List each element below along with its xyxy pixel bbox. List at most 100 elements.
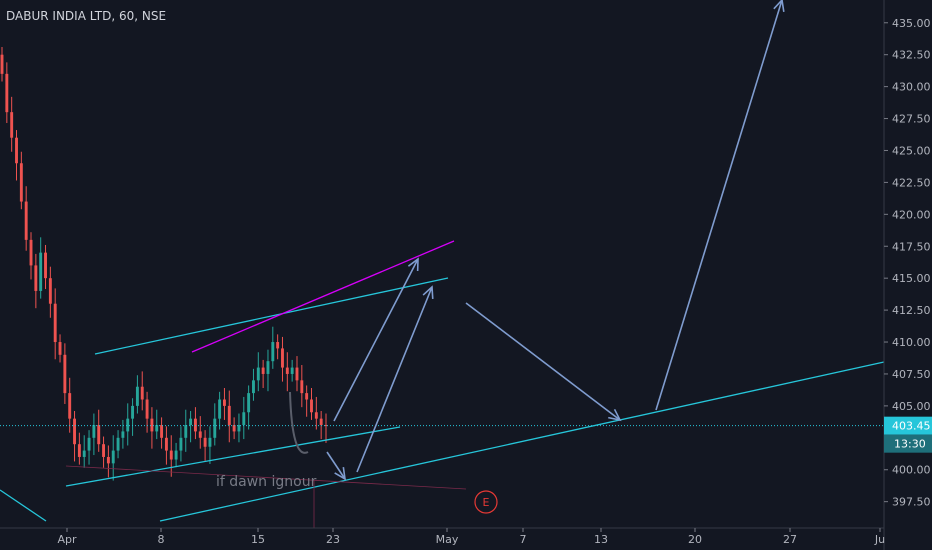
candle-body	[281, 348, 284, 368]
time-axis-label: 8	[158, 533, 165, 546]
curve-sketch	[289, 391, 309, 454]
channel-upper-line	[94, 277, 449, 355]
countdown-label: 13:30	[894, 438, 926, 451]
time-axis-label: 7	[520, 533, 527, 546]
price-axis-label: 410.00	[892, 336, 931, 349]
candle-body	[261, 367, 265, 374]
candle-body	[53, 303, 57, 343]
price-axis-label: 405.00	[892, 400, 931, 413]
candle-body	[295, 367, 299, 381]
price-axis-label: 430.00	[892, 81, 931, 94]
candle-body	[213, 418, 217, 438]
candle-body	[10, 112, 14, 138]
current-price-tag	[884, 416, 932, 435]
price-axis-label: 412.50	[892, 304, 931, 317]
candle-body	[111, 450, 115, 464]
time-axis-label: 23	[326, 533, 340, 546]
price-axis-label: 420.00	[892, 208, 931, 221]
price-axis-label: 415.00	[892, 272, 931, 285]
price-axis-label: 435.00	[892, 17, 931, 30]
candle-body	[227, 405, 231, 426]
down-arrow-long-head	[608, 408, 622, 422]
candle-body	[116, 437, 120, 451]
countdown-tag	[884, 434, 932, 453]
candle-body	[242, 412, 246, 426]
candle-body	[218, 399, 222, 419]
candle-body	[44, 252, 47, 279]
candle-body	[252, 380, 255, 394]
candle-body	[203, 437, 207, 447]
candle-body	[271, 342, 275, 362]
price-axis-label: 427.50	[892, 113, 931, 126]
candle-body	[68, 393, 72, 419]
down-arrow-long	[465, 302, 621, 421]
candle-body	[102, 444, 106, 457]
candle-body	[266, 361, 270, 374]
candle-body	[276, 342, 280, 349]
candle-body	[106, 456, 110, 464]
candle-body	[77, 444, 81, 457]
candle-body	[164, 437, 168, 451]
candle-body	[97, 425, 101, 445]
down-arrow-short-head	[334, 467, 347, 481]
candle-body	[155, 425, 159, 432]
annotation-note: if dawn ignour	[216, 474, 317, 490]
up-arrow-right-head	[422, 285, 434, 300]
up-arrow-long-head	[773, 0, 785, 12]
candle-body	[160, 425, 164, 438]
candle-body	[24, 201, 28, 240]
candle-body	[145, 399, 149, 419]
price-axis-label: 417.50	[892, 240, 931, 253]
event-marker-circle	[474, 490, 498, 514]
candle-body	[92, 425, 96, 438]
drawings-layer: if dawn ignour E	[0, 0, 885, 528]
long-support-line	[159, 361, 885, 522]
candle-body	[247, 393, 251, 413]
up-arrow-left-head	[407, 257, 419, 272]
candle-body	[126, 418, 130, 432]
candle-body	[0, 54, 4, 74]
candle-body	[193, 418, 197, 432]
candle-body	[232, 425, 236, 432]
price-axis-label: 407.50	[892, 368, 931, 381]
candle-body	[15, 137, 18, 164]
candle-body	[82, 450, 86, 457]
candle-body	[324, 425, 328, 427]
time-axis-label: May	[436, 533, 459, 546]
candle-body	[135, 386, 139, 406]
resistance-line	[191, 240, 455, 353]
candle-body	[174, 450, 178, 460]
current-price-label: 403.45	[892, 420, 931, 433]
candle-body	[237, 425, 241, 432]
candle-body	[48, 278, 52, 304]
candle-body	[73, 418, 76, 445]
candle-body	[189, 418, 193, 426]
candle-body	[179, 437, 183, 451]
candle-body	[5, 73, 9, 113]
candle-body	[310, 399, 313, 413]
price-axis-label: 400.00	[892, 464, 931, 477]
candle-body	[319, 418, 323, 426]
time-axis-label: 13	[594, 533, 608, 546]
candle-body	[208, 437, 212, 447]
dotted-reference-line	[65, 465, 467, 490]
price-axis-label: 425.00	[892, 144, 931, 157]
candle-body	[63, 354, 67, 394]
candle-body	[198, 431, 202, 438]
candle-body	[39, 252, 43, 291]
candle-body	[131, 405, 135, 419]
candle-body	[58, 342, 62, 355]
price-axis-label: 422.50	[892, 176, 931, 189]
candle-body	[19, 163, 23, 202]
candle-body	[305, 393, 309, 400]
candle-body	[87, 437, 91, 451]
time-axis-label: 15	[251, 533, 265, 546]
candle-body	[285, 367, 289, 374]
candle-body	[184, 425, 188, 438]
up-arrow-left	[333, 258, 419, 422]
symbol-title: DABUR INDIA LTD, 60, NSE	[6, 9, 166, 23]
candle-body	[169, 450, 173, 460]
